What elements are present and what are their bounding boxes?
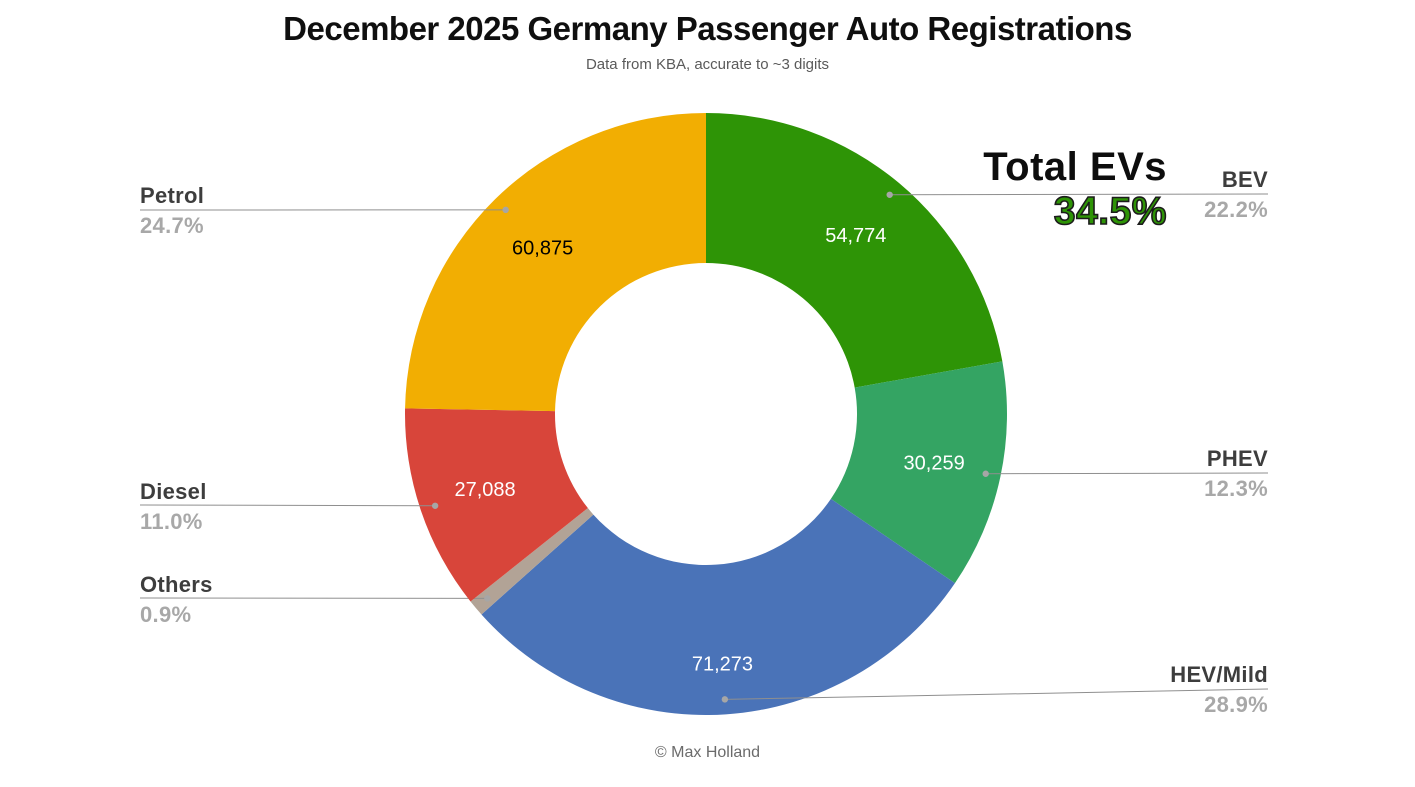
slice-label-petrol-pct: 24.7% (140, 213, 204, 238)
pie-slice-diesel (405, 408, 588, 602)
pie-slice-others (470, 508, 594, 615)
slice-label-hev-mild-name: HEV/Mild (1170, 662, 1268, 687)
total-evs-pct: 34.5% (1053, 190, 1167, 233)
leader-line-diesel (139, 504, 436, 507)
slice-label-diesel-name: Diesel (140, 479, 207, 504)
slice-label-hev-mild: HEV/Mild 28.9% (988, 663, 1268, 717)
slice-label-phev-name: PHEV (1206, 446, 1268, 471)
slice-value-phev: 30,259 (904, 453, 965, 475)
slice-label-petrol-name: Petrol (140, 183, 205, 208)
slice-label-diesel: Diesel 11.0% (140, 480, 420, 534)
slice-label-others-pct: 0.9% (140, 602, 192, 627)
slice-label-bev-pct: 22.2% (1204, 197, 1268, 222)
slice-value-petrol: 60,875 (512, 238, 573, 260)
leader-line-phev (985, 472, 1269, 475)
slice-label-hev-mild-pct: 28.9% (1204, 692, 1268, 717)
slice-value-bev: 54,774 (825, 225, 886, 247)
total-evs-callout: Total EVs 34.5% (983, 146, 1167, 232)
chart-credit: © Max Holland (654, 744, 761, 761)
slice-label-phev: PHEV 12.3% (988, 447, 1268, 501)
total-evs-label: Total EVs (983, 145, 1167, 189)
pie-slice-bev (706, 113, 1003, 388)
pie-slice-hev-mild (481, 498, 955, 715)
pie-slice-phev (830, 361, 1007, 584)
leader-line-bev (889, 193, 1269, 196)
slice-label-diesel-pct: 11.0% (140, 509, 203, 534)
pie-slice-petrol (405, 113, 706, 412)
chart-title: December 2025 Germany Passenger Auto Reg… (283, 10, 1132, 47)
slice-label-others: Others 0.9% (140, 573, 420, 627)
slice-value-diesel: 27,088 (454, 479, 515, 501)
leader-dot-others (484, 595, 491, 602)
slice-value-hev-mild: 71,273 (692, 653, 753, 675)
leader-dot-petrol (502, 206, 509, 214)
leader-line-hev-mild (724, 688, 1269, 700)
slice-label-petrol: Petrol 24.7% (140, 184, 420, 238)
slice-label-bev: BEV 22.2% (988, 168, 1268, 222)
leader-dot-diesel (431, 502, 439, 509)
slice-label-others-name: Others (140, 572, 213, 597)
leader-dot-bev (886, 191, 893, 198)
slice-label-bev-name: BEV (1221, 167, 1268, 192)
leader-dot-hev-mild (721, 696, 729, 703)
leader-dot-phev (982, 470, 989, 477)
slice-label-phev-pct: 12.3% (1204, 476, 1268, 501)
chart-subtitle: Data from KBA, accurate to ~3 digits (585, 56, 830, 73)
